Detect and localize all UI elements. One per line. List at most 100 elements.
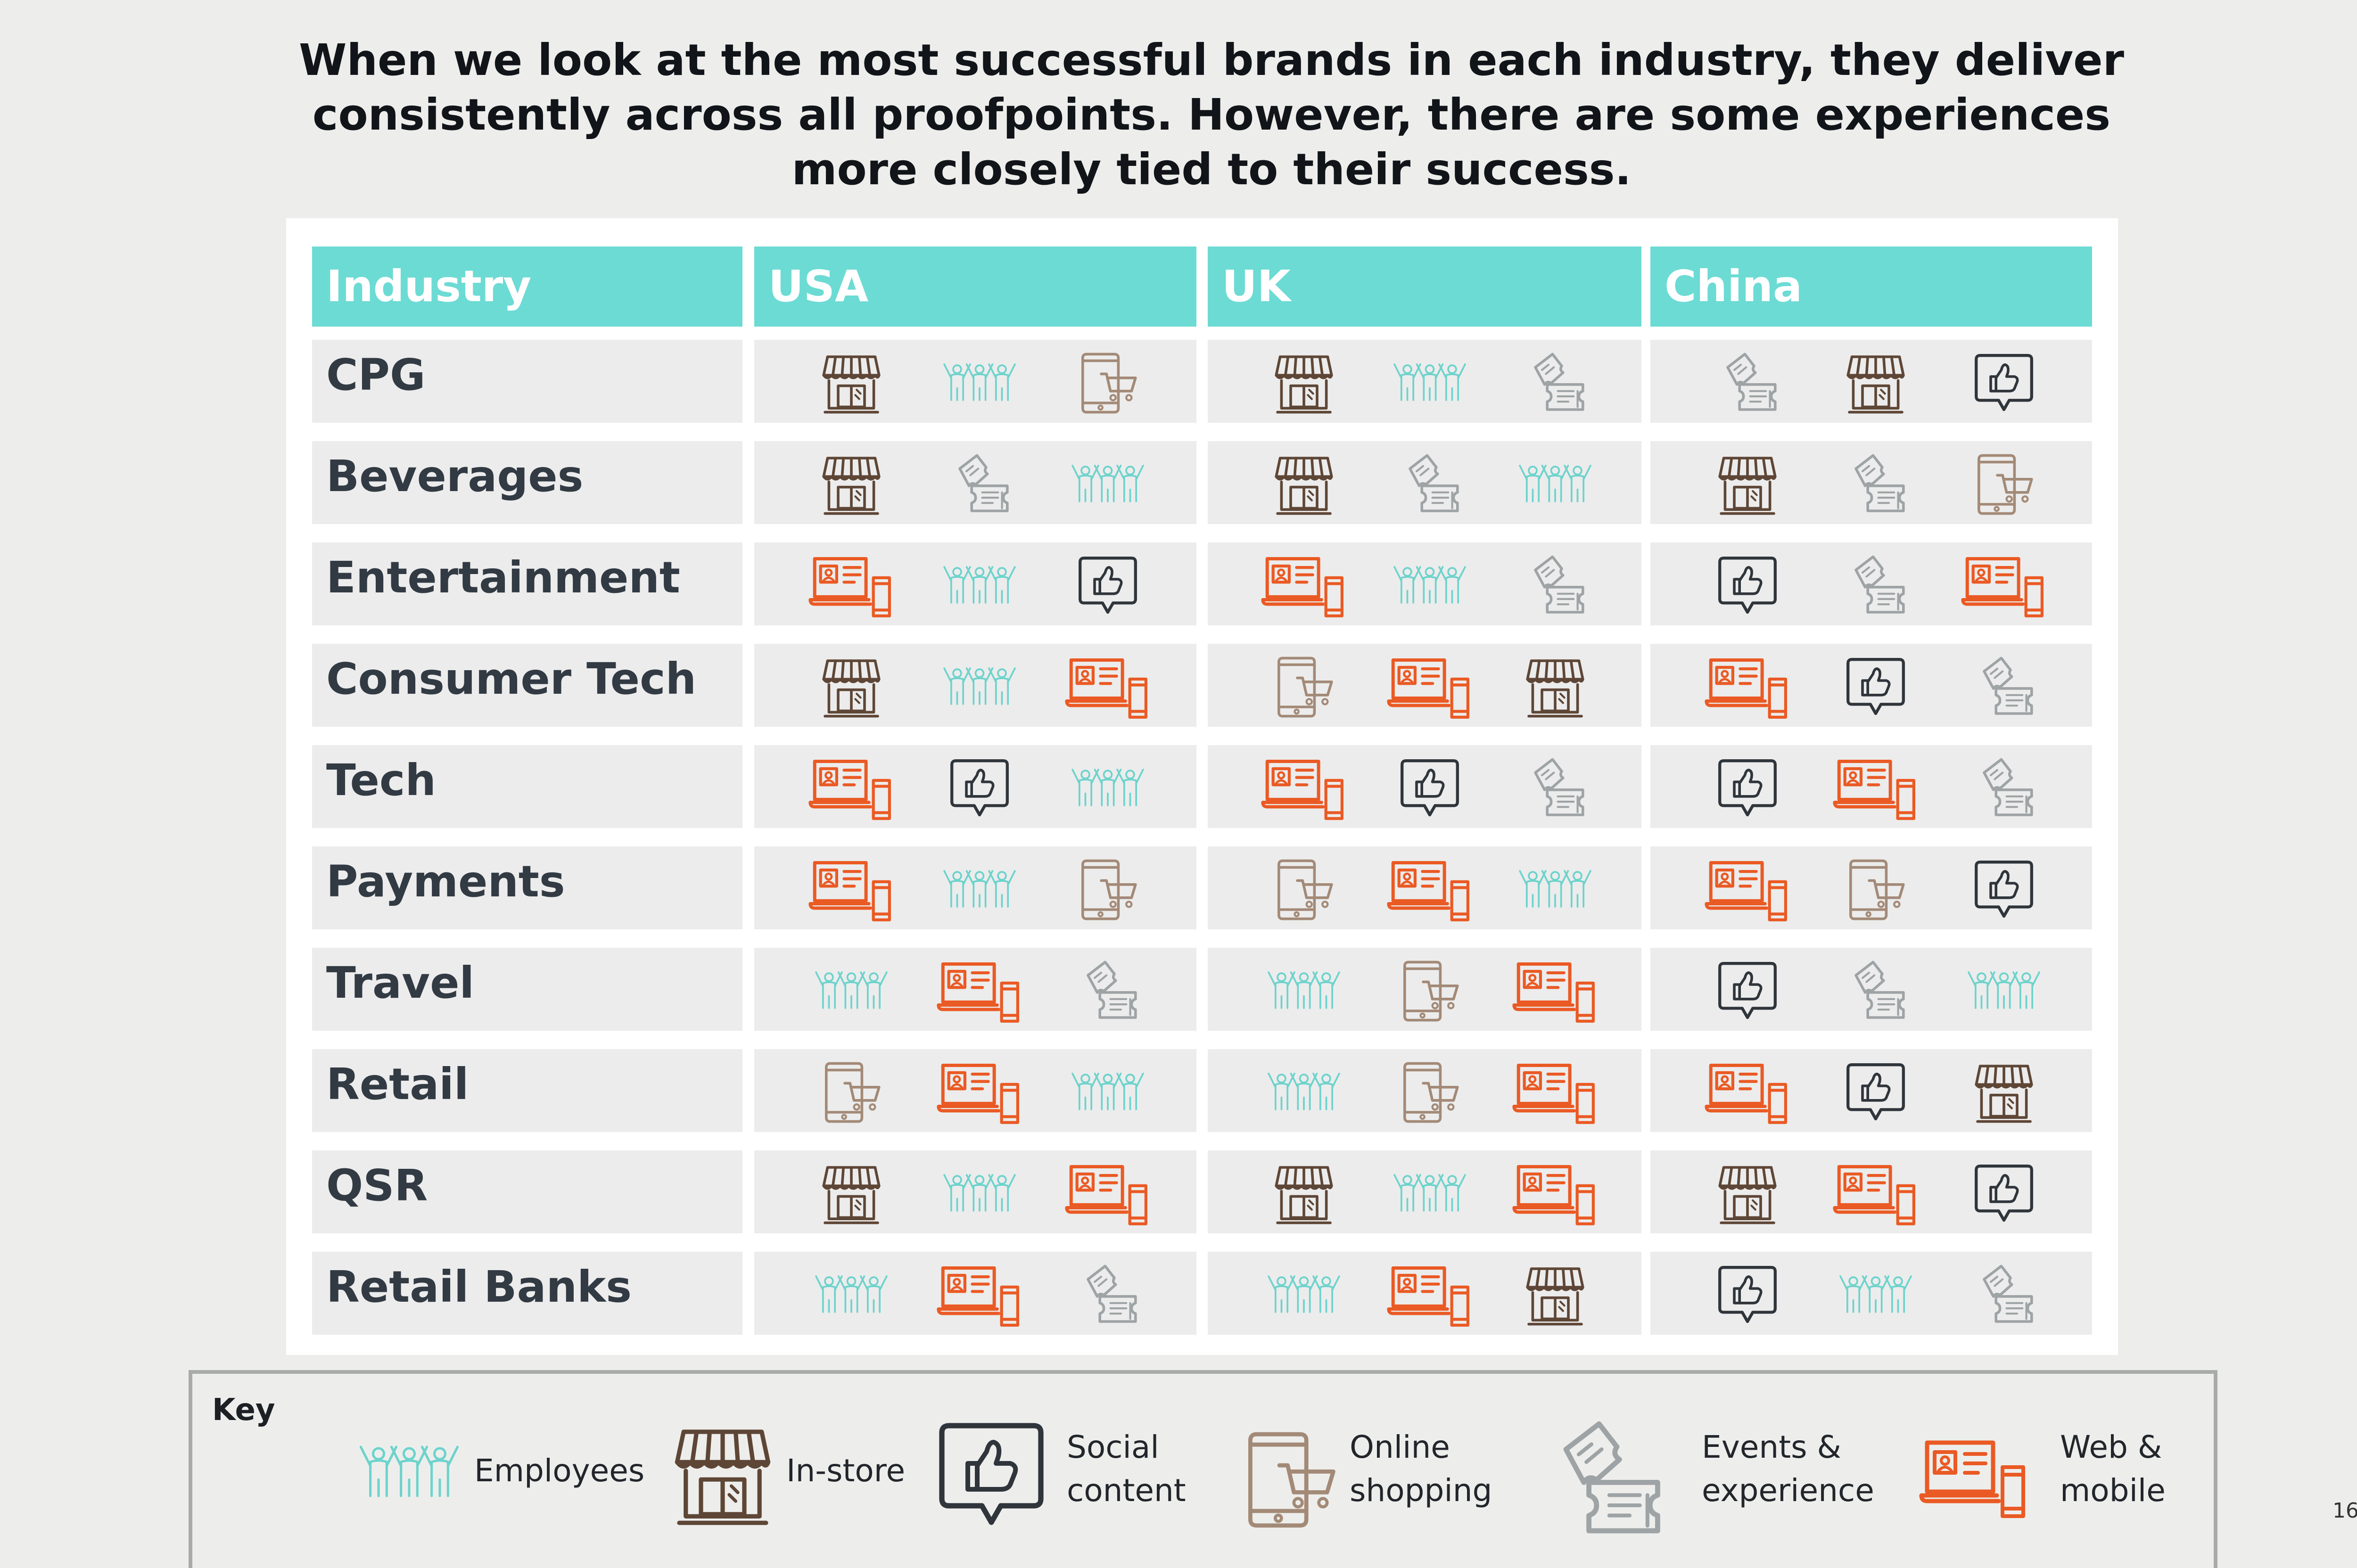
social-icon bbox=[1394, 755, 1465, 821]
employees-icon bbox=[1510, 452, 1600, 517]
employees-icon bbox=[1259, 1059, 1349, 1125]
web-mobile-icon bbox=[1703, 654, 1792, 720]
table-cell-usa bbox=[754, 1150, 1196, 1233]
employees-icon bbox=[1385, 553, 1475, 619]
social-icon bbox=[944, 755, 1015, 821]
online-shopping-icon bbox=[1394, 1059, 1465, 1125]
events-icon bbox=[1969, 755, 2039, 821]
events-icon bbox=[1072, 958, 1143, 1024]
events-icon bbox=[1840, 958, 1911, 1024]
social-icon bbox=[1072, 553, 1143, 619]
industry-label: Retail Banks bbox=[312, 1252, 742, 1335]
in-store-icon bbox=[1520, 654, 1591, 720]
web-mobile-icon bbox=[1063, 654, 1153, 720]
table-cell-uk bbox=[1208, 745, 1641, 828]
online-shopping-icon bbox=[1840, 857, 1911, 923]
key-employees-icon bbox=[348, 1426, 470, 1520]
employees-icon bbox=[1063, 452, 1153, 517]
employees-icon bbox=[935, 1161, 1024, 1227]
key-label-line: Social bbox=[1067, 1429, 1159, 1465]
employees-icon bbox=[1259, 958, 1349, 1024]
events-icon bbox=[1072, 1262, 1143, 1328]
table-cell-china bbox=[1650, 846, 2092, 929]
industry-table: Industry USA UK China CPG bbox=[286, 218, 2118, 1355]
events-icon bbox=[1520, 755, 1591, 821]
key-events-icon bbox=[1538, 1416, 1670, 1543]
employees-icon bbox=[1831, 1262, 1920, 1328]
events-icon bbox=[1840, 553, 1911, 619]
employees-icon bbox=[1063, 1059, 1153, 1125]
web-mobile-icon bbox=[1703, 1059, 1792, 1125]
table-cell-china bbox=[1650, 1252, 2092, 1335]
events-icon bbox=[1520, 350, 1591, 416]
in-store-icon bbox=[1969, 1059, 2039, 1125]
web-mobile-icon bbox=[935, 1262, 1024, 1328]
in-store-icon bbox=[816, 1161, 887, 1227]
in-store-icon bbox=[816, 350, 887, 416]
region-header-china: China bbox=[1650, 246, 2092, 327]
in-store-icon bbox=[1840, 350, 1911, 416]
key-in-store-icon bbox=[668, 1416, 777, 1534]
in-store-icon bbox=[1712, 452, 1783, 517]
web-mobile-icon bbox=[935, 958, 1024, 1024]
key-label-online-shopping: Online shopping bbox=[1350, 1426, 1492, 1512]
social-icon bbox=[1969, 857, 2039, 923]
online-shopping-icon bbox=[1969, 452, 2039, 517]
industry-label: QSR bbox=[312, 1150, 742, 1233]
web-mobile-icon bbox=[807, 755, 896, 821]
key-label-line: Online bbox=[1350, 1429, 1450, 1465]
web-mobile-icon bbox=[1510, 958, 1600, 1024]
employees-icon bbox=[1385, 1161, 1475, 1227]
employees-icon bbox=[1063, 755, 1153, 821]
table-cell-uk bbox=[1208, 846, 1641, 929]
employees-icon bbox=[935, 553, 1024, 619]
key-label-line: mobile bbox=[2060, 1472, 2166, 1509]
events-icon bbox=[1969, 654, 2039, 720]
web-mobile-icon bbox=[1063, 1161, 1153, 1227]
web-mobile-icon bbox=[1959, 553, 2049, 619]
table-cell-uk bbox=[1208, 340, 1641, 423]
key-label-line: Web & bbox=[2060, 1429, 2162, 1465]
key-title: Key bbox=[212, 1393, 275, 1428]
web-mobile-icon bbox=[1385, 654, 1475, 720]
social-icon bbox=[1712, 755, 1783, 821]
social-icon bbox=[1840, 654, 1911, 720]
web-mobile-icon bbox=[1831, 1161, 1920, 1227]
industry-label: CPG bbox=[312, 340, 742, 423]
events-icon bbox=[1840, 452, 1911, 517]
industry-header: Industry bbox=[312, 246, 742, 327]
web-mobile-icon bbox=[1259, 553, 1349, 619]
table-cell-uk bbox=[1208, 1252, 1641, 1335]
table-cell-china bbox=[1650, 644, 2092, 727]
employees-icon bbox=[1259, 1262, 1349, 1328]
key-label-line: experience bbox=[1702, 1472, 1874, 1509]
table-cell-uk bbox=[1208, 948, 1641, 1031]
web-mobile-icon bbox=[807, 857, 896, 923]
social-icon bbox=[1712, 1262, 1783, 1328]
table-cell-usa bbox=[754, 542, 1196, 625]
table-cell-uk bbox=[1208, 1049, 1641, 1132]
in-store-icon bbox=[1712, 1161, 1783, 1227]
web-mobile-icon bbox=[1831, 755, 1920, 821]
table-cell-uk bbox=[1208, 644, 1641, 727]
industry-label: Retail bbox=[312, 1049, 742, 1132]
key-label-line: content bbox=[1067, 1472, 1186, 1509]
employees-icon bbox=[1385, 350, 1475, 416]
table-cell-china bbox=[1650, 948, 2092, 1031]
social-icon bbox=[1840, 1059, 1911, 1125]
employees-icon bbox=[1959, 958, 2049, 1024]
table-cell-china bbox=[1650, 542, 2092, 625]
events-icon bbox=[1520, 553, 1591, 619]
table-cell-china bbox=[1650, 340, 2092, 423]
web-mobile-icon bbox=[1385, 1262, 1475, 1328]
web-mobile-icon bbox=[1703, 857, 1792, 923]
social-icon bbox=[1969, 350, 2039, 416]
table-cell-usa bbox=[754, 948, 1196, 1031]
employees-icon bbox=[935, 654, 1024, 720]
industry-label: Tech bbox=[312, 745, 742, 828]
table-cell-usa bbox=[754, 1252, 1196, 1335]
industry-label: Entertainment bbox=[312, 542, 742, 625]
table-cell-usa bbox=[754, 340, 1196, 423]
table-cell-uk bbox=[1208, 1150, 1641, 1233]
key-social-icon bbox=[932, 1412, 1050, 1539]
